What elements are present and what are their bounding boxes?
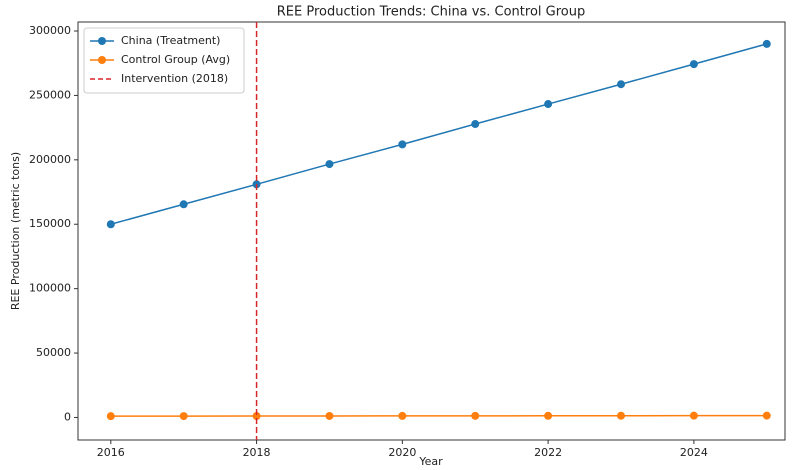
- data-point: [471, 411, 480, 420]
- y-tick-label: 250000: [29, 88, 71, 101]
- data-point: [325, 160, 334, 169]
- data-point: [106, 412, 115, 421]
- y-tick-label: 150000: [29, 217, 71, 230]
- data-point: [252, 412, 261, 421]
- y-axis-label: REE Production (metric tons): [9, 152, 22, 310]
- x-tick-label: 2024: [680, 446, 708, 459]
- x-tick-label: 2016: [97, 446, 125, 459]
- legend-label: Control Group (Avg): [121, 53, 230, 66]
- data-point: [544, 100, 553, 109]
- y-tick-label: 100000: [29, 282, 71, 295]
- data-point: [398, 411, 407, 420]
- legend-marker: [98, 37, 106, 45]
- data-point: [398, 140, 407, 149]
- data-point: [762, 39, 771, 48]
- legend-label: Intervention (2018): [121, 72, 228, 85]
- data-point: [179, 412, 188, 421]
- legend-marker: [98, 56, 106, 64]
- series-line: [110, 414, 767, 417]
- legend-label: China (Treatment): [121, 34, 220, 47]
- data-point: [617, 80, 626, 89]
- y-tick-label: 300000: [29, 24, 71, 37]
- data-point: [544, 411, 553, 420]
- chart-title: REE Production Trends: China vs. Control…: [277, 5, 585, 20]
- data-point: [762, 411, 771, 420]
- data-point: [106, 220, 115, 229]
- y-tick-label: 200000: [29, 153, 71, 166]
- data-point: [179, 200, 188, 209]
- data-point: [689, 411, 698, 420]
- plot-frame: [77, 21, 786, 441]
- data-point: [325, 411, 334, 420]
- y-tick-label: 0: [64, 410, 71, 423]
- x-tick-label: 2022: [534, 446, 562, 459]
- legend: China (Treatment) Control Group (Avg) Inte…: [83, 27, 245, 94]
- series-line: [110, 43, 767, 225]
- y-tick-label: 50000: [36, 346, 71, 359]
- data-point: [689, 60, 698, 69]
- legend-box: [83, 27, 245, 94]
- x-axis-label: Year: [418, 455, 443, 468]
- data-point: [471, 120, 480, 129]
- x-tick-label: 2020: [388, 446, 416, 459]
- x-tick-label: 2018: [243, 446, 271, 459]
- data-point: [617, 411, 626, 420]
